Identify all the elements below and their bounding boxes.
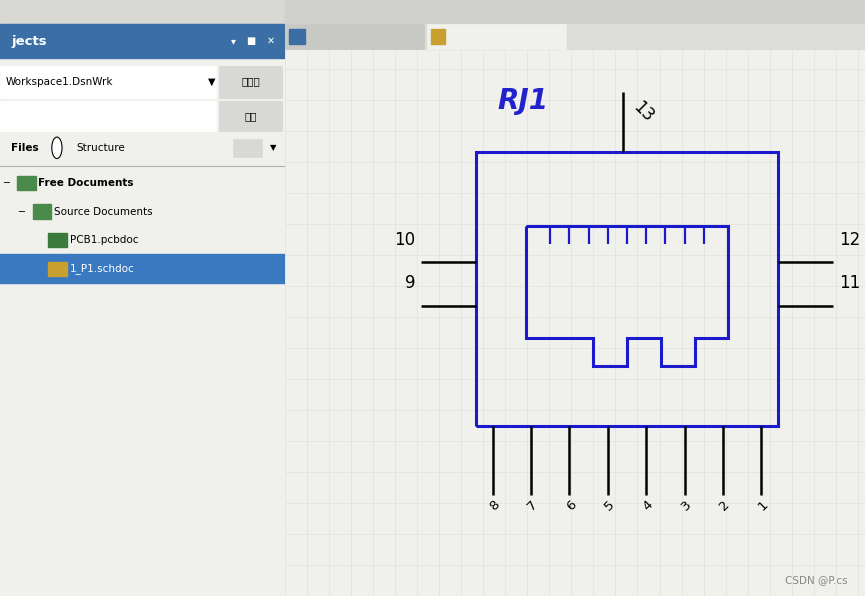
Text: ▼: ▼ xyxy=(208,77,215,86)
Text: Workspace1.DsnWrk: Workspace1.DsnWrk xyxy=(6,77,113,86)
Text: Free Documents: Free Documents xyxy=(38,178,134,188)
Bar xyxy=(48,262,67,276)
Bar xyxy=(426,24,566,49)
Text: Source Documents: Source Documents xyxy=(54,207,153,216)
Text: ─: ─ xyxy=(18,207,24,216)
Text: 12: 12 xyxy=(839,231,860,249)
Text: PCB1.pcbdoc: PCB1.pcbdoc xyxy=(70,235,138,245)
Bar xyxy=(432,29,445,44)
Bar xyxy=(0,0,285,24)
Bar xyxy=(285,0,865,24)
Text: RJ1: RJ1 xyxy=(497,88,548,115)
Bar xyxy=(0,254,285,283)
Text: CSDN @P.cs: CSDN @P.cs xyxy=(785,575,848,585)
Text: 8: 8 xyxy=(487,498,502,513)
Text: 1_P1.schdoc: 1_P1.schdoc xyxy=(70,263,134,274)
Bar xyxy=(0,66,216,98)
Bar xyxy=(0,101,216,131)
Text: 2: 2 xyxy=(717,498,733,513)
Bar xyxy=(219,66,282,98)
Text: ✕: ✕ xyxy=(266,36,274,46)
Bar xyxy=(285,24,865,49)
Text: ■: ■ xyxy=(246,36,255,46)
Bar xyxy=(285,24,424,49)
Bar xyxy=(33,204,51,219)
Text: 1: 1 xyxy=(755,498,771,513)
Text: 工作台: 工作台 xyxy=(241,77,260,86)
Text: 9: 9 xyxy=(405,274,415,293)
Text: jects: jects xyxy=(11,35,47,48)
Text: 5: 5 xyxy=(602,498,618,513)
Text: 13: 13 xyxy=(630,98,657,126)
Bar xyxy=(219,101,282,131)
Text: 1_P1.schdoc: 1_P1.schdoc xyxy=(450,31,515,42)
Text: ▾: ▾ xyxy=(231,36,236,46)
Text: Structure: Structure xyxy=(77,143,125,153)
Text: ─: ─ xyxy=(3,178,9,188)
Bar xyxy=(48,233,67,247)
Text: PCB1.pcbdoc: PCB1.pcbdoc xyxy=(311,32,379,41)
Bar xyxy=(234,139,262,157)
Text: 6: 6 xyxy=(564,498,579,513)
Text: 10: 10 xyxy=(394,231,415,249)
Text: 4: 4 xyxy=(640,498,656,513)
Bar xyxy=(289,29,305,44)
Text: 7: 7 xyxy=(525,498,541,513)
Bar xyxy=(0,24,285,58)
Text: 工程: 工程 xyxy=(244,111,257,121)
Bar xyxy=(17,176,35,190)
Circle shape xyxy=(52,137,62,159)
Text: Files: Files xyxy=(11,143,39,153)
Text: 11: 11 xyxy=(839,274,860,293)
Text: 3: 3 xyxy=(679,498,694,513)
Text: ▼: ▼ xyxy=(271,143,277,153)
